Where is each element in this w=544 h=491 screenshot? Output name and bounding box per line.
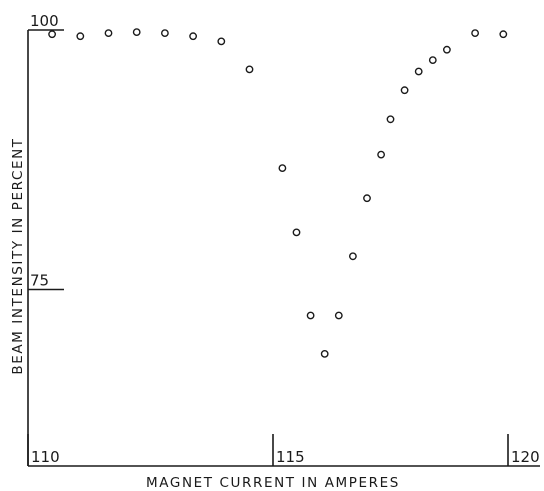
- data-point: [499, 30, 508, 39]
- data-point: [363, 194, 371, 203]
- data-point: [217, 37, 226, 46]
- y-axis-title: BEAM INTENSITY IN PERCENT: [10, 137, 26, 374]
- x-tick-label: 115: [276, 448, 305, 466]
- data-point: [320, 349, 329, 358]
- data-point: [414, 67, 423, 76]
- data-point: [428, 56, 437, 64]
- data-point: [245, 65, 254, 74]
- data-point: [292, 228, 301, 237]
- data-point: [306, 311, 315, 320]
- x-tick-label: 110: [31, 448, 60, 466]
- y-axis: 100 75 BEAM INTENSITY IN PERCENT: [10, 12, 64, 466]
- x-tick-label: 120: [511, 448, 540, 466]
- data-point: [400, 86, 409, 95]
- data-point: [104, 29, 113, 37]
- x-tick-group: 110 115 120: [27, 434, 540, 466]
- data-point: [48, 30, 56, 39]
- y-tick-group: 100 75: [28, 12, 64, 291]
- data-point: [386, 115, 395, 124]
- x-axis: 110 115 120 MAGNET CURRENT IN AMPERES: [27, 434, 540, 491]
- data-point: [471, 29, 479, 37]
- data-point: [334, 311, 343, 320]
- data-point: [76, 32, 85, 41]
- data-point: [160, 29, 169, 37]
- data-point: [278, 164, 287, 173]
- y-tick-label: 75: [30, 272, 49, 290]
- data-point: [189, 32, 198, 41]
- y-tick-label: 100: [30, 12, 59, 30]
- x-axis-title: MAGNET CURRENT IN AMPERES: [146, 475, 400, 491]
- data-point: [132, 28, 141, 36]
- data-point: [377, 150, 385, 159]
- data-points: [48, 28, 508, 358]
- data-point: [442, 45, 451, 54]
- data-point: [348, 252, 357, 261]
